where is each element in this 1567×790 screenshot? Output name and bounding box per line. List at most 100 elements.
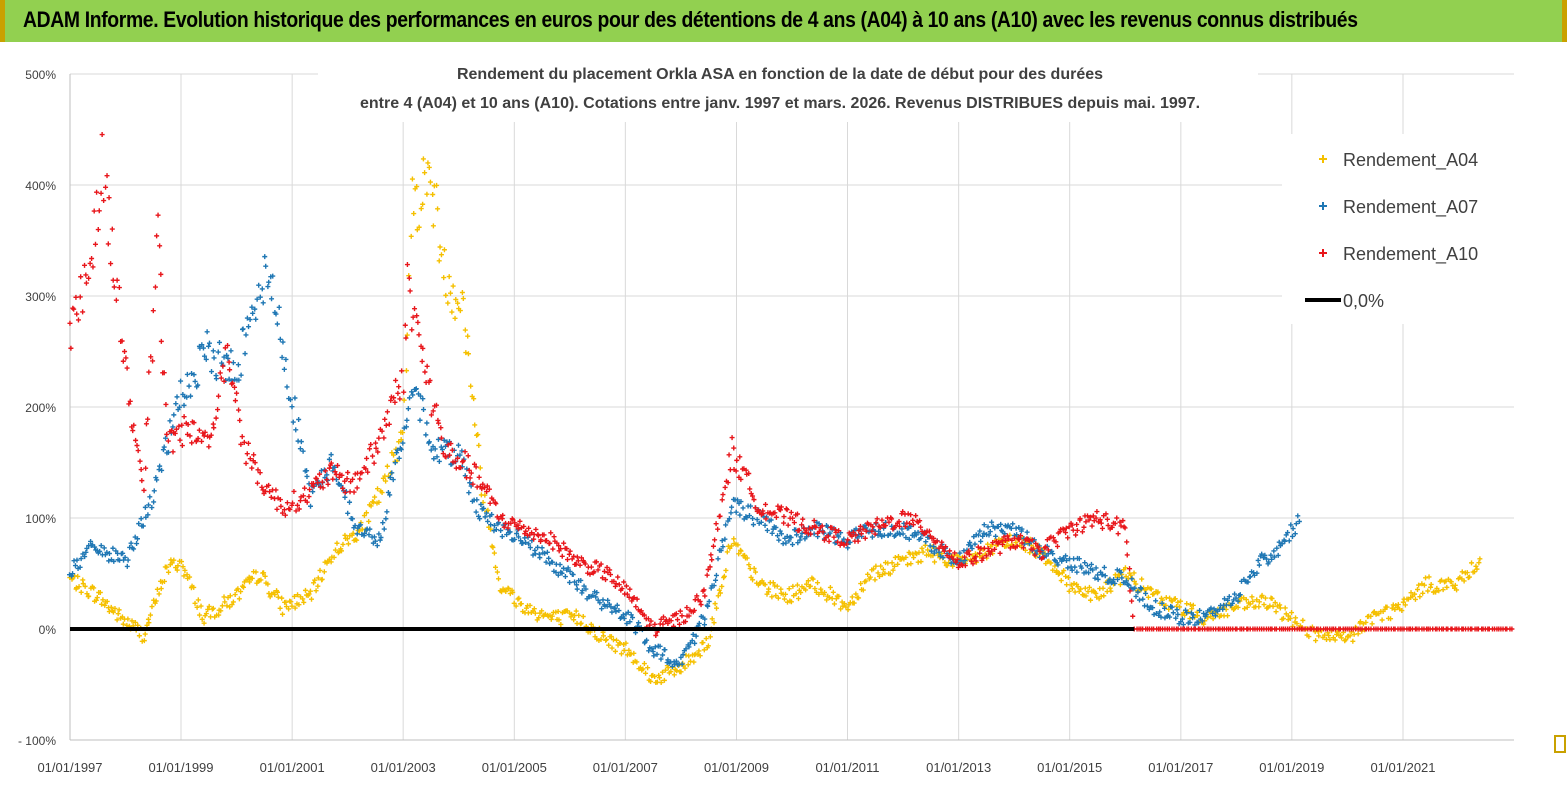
data-point: [387, 475, 393, 481]
data-point: [769, 594, 775, 600]
data-point: [1095, 572, 1101, 578]
data-point: [1282, 538, 1288, 544]
data-point: [1289, 533, 1295, 539]
data-point: [1030, 546, 1036, 552]
data-point: [696, 620, 702, 626]
data-point: [512, 536, 518, 542]
data-point: [719, 583, 725, 589]
data-point: [662, 647, 668, 653]
data-point: [154, 233, 160, 239]
data-point: [1064, 582, 1070, 588]
data-point: [794, 582, 800, 588]
data-point: [441, 437, 447, 443]
data-point: [259, 286, 265, 292]
data-point: [267, 594, 273, 600]
data-point: [238, 372, 244, 378]
data-point: [702, 622, 708, 628]
data-point: [145, 512, 151, 518]
data-point: [754, 517, 760, 523]
data-point: [1022, 547, 1028, 553]
data-point: [241, 584, 247, 590]
data-point: [489, 512, 495, 518]
data-point: [763, 516, 769, 522]
data-point: [645, 665, 651, 671]
data-point: [1104, 516, 1110, 522]
x-tick-label: 01/01/2007: [593, 760, 658, 775]
data-point: [421, 407, 427, 413]
data-point: [232, 398, 238, 404]
data-point: [791, 520, 797, 526]
data-point: [980, 533, 986, 539]
data-point: [221, 378, 227, 384]
data-point: [707, 634, 713, 640]
data-point: [578, 577, 584, 583]
data-point: [373, 440, 379, 446]
data-point: [91, 208, 97, 214]
x-tick-label: 01/01/2021: [1370, 760, 1435, 775]
data-point: [977, 550, 983, 556]
data-point: [1086, 570, 1092, 576]
data-point: [923, 539, 929, 545]
data-point: [523, 539, 529, 545]
data-point: [606, 642, 612, 648]
data-point: [181, 402, 187, 408]
data-point: [1276, 539, 1282, 545]
data-point: [983, 553, 989, 559]
data-point: [845, 537, 851, 543]
data-point: [404, 262, 410, 268]
data-point: [173, 401, 179, 407]
data-point: [1408, 590, 1414, 596]
data-point: [731, 536, 737, 542]
data-point: [748, 503, 754, 509]
data-point: [643, 670, 649, 676]
data-point: [498, 528, 504, 534]
data-point: [128, 540, 134, 546]
data-point: [1210, 616, 1216, 622]
data-point: [216, 612, 222, 618]
data-point: [1157, 609, 1163, 615]
frame-corner-mark: [1554, 735, 1566, 753]
data-point: [1178, 598, 1184, 604]
data-point: [826, 538, 832, 544]
data-point: [77, 564, 83, 570]
chart-legend: Rendement_A04Rendement_A07Rendement_A100…: [1282, 134, 1514, 324]
data-point: [989, 548, 995, 554]
data-point: [376, 499, 382, 505]
data-point: [1060, 526, 1066, 532]
data-point: [317, 567, 323, 573]
x-axis-tick-labels: 01/01/1997 01/01/1999 01/01/2001 01/01/2003…: [37, 760, 1435, 775]
data-point: [856, 528, 862, 534]
data-point: [290, 419, 296, 425]
data-point: [863, 578, 869, 584]
data-point: [587, 571, 593, 577]
data-point: [287, 397, 293, 403]
data-point: [1226, 594, 1232, 600]
data-point: [1054, 568, 1060, 574]
data-point: [491, 523, 497, 529]
data-point: [372, 494, 378, 500]
data-point: [424, 191, 430, 197]
data-point: [804, 534, 810, 540]
data-point: [825, 533, 831, 539]
data-point: [762, 522, 768, 528]
data-point: [1326, 633, 1332, 639]
data-point: [134, 536, 140, 542]
data-point: [910, 517, 916, 523]
data-point: [975, 544, 981, 550]
data-point: [1153, 598, 1159, 604]
data-point: [99, 601, 105, 607]
data-point: [312, 577, 318, 583]
data-point: [83, 280, 89, 286]
data-point: [255, 467, 261, 473]
data-point: [246, 324, 252, 330]
data-point: [899, 526, 905, 532]
data-point: [925, 547, 931, 553]
data-point: [613, 637, 619, 643]
data-point: [1275, 552, 1281, 558]
data-point: [1061, 568, 1067, 574]
data-point: [332, 469, 338, 475]
data-point: [108, 604, 114, 610]
x-tick-label: 01/01/2011: [815, 760, 879, 775]
data-point: [911, 555, 917, 561]
data-point: [159, 467, 165, 473]
